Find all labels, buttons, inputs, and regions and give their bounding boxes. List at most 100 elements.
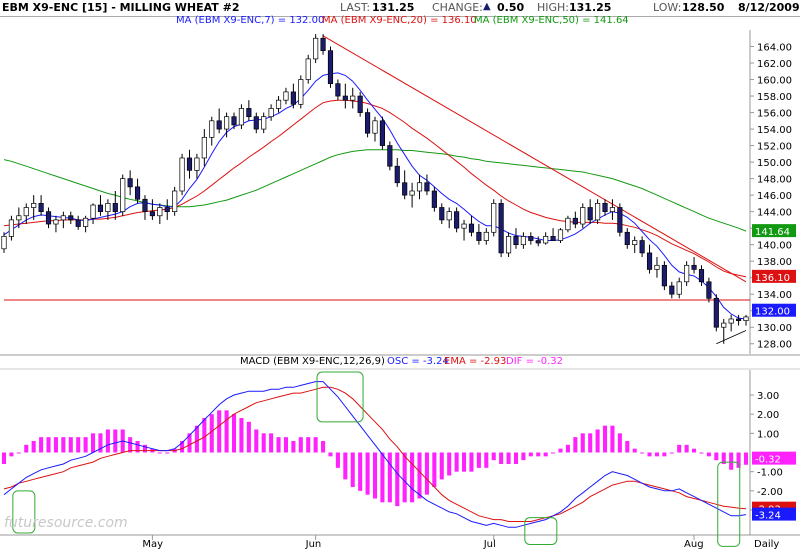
candle-up bbox=[491, 203, 497, 233]
candle-down bbox=[431, 190, 437, 208]
candle-up bbox=[194, 157, 200, 171]
last-value: 131.25 bbox=[372, 1, 415, 14]
histogram-bar bbox=[662, 452, 667, 457]
candle-up bbox=[372, 120, 378, 134]
histogram-bar bbox=[439, 452, 444, 480]
histogram-bar bbox=[625, 441, 630, 453]
price-tag: 132.00 bbox=[755, 307, 790, 318]
x-tick-label: Jun bbox=[305, 539, 322, 550]
histogram-bar bbox=[714, 452, 719, 461]
histogram-bar bbox=[551, 452, 556, 454]
candle-down bbox=[646, 252, 653, 270]
candle-down bbox=[550, 236, 556, 241]
histogram-bar bbox=[595, 429, 600, 453]
histogram-bar bbox=[135, 441, 140, 453]
highlight-box bbox=[717, 461, 741, 547]
histogram-bar bbox=[61, 437, 66, 453]
histogram-bar bbox=[447, 452, 452, 476]
histogram-bar bbox=[180, 441, 185, 453]
histogram-bar bbox=[90, 433, 96, 453]
candle-up bbox=[305, 58, 311, 80]
candle-up bbox=[728, 318, 734, 324]
candle-down bbox=[736, 318, 742, 321]
histogram-bar bbox=[743, 452, 749, 465]
x-tick-label: Jul bbox=[483, 539, 496, 550]
change-label: CHANGE: bbox=[432, 1, 483, 14]
price-tag-bg bbox=[752, 269, 796, 283]
histogram-bar bbox=[558, 448, 563, 453]
candle-up bbox=[238, 108, 245, 126]
candle-down bbox=[439, 207, 445, 221]
candle-up bbox=[60, 215, 66, 221]
change-value: 0.50 bbox=[497, 1, 525, 14]
histogram-bar bbox=[83, 437, 88, 453]
price-tick-label: 138.00 bbox=[757, 257, 792, 268]
candle-up bbox=[261, 116, 267, 130]
histogram-bar bbox=[647, 452, 652, 457]
candle-down bbox=[394, 165, 400, 184]
macd-tag: -0.32 bbox=[755, 455, 781, 466]
histogram-bar bbox=[521, 452, 526, 461]
histogram-bar bbox=[461, 452, 467, 472]
candle-down bbox=[535, 240, 541, 244]
histogram-bar bbox=[68, 437, 73, 453]
candle-up bbox=[416, 182, 423, 192]
histogram-bar bbox=[573, 437, 578, 453]
price-tick-label: 152.00 bbox=[757, 142, 792, 153]
candle-up bbox=[505, 236, 512, 254]
price-tag-bg bbox=[752, 224, 796, 238]
histogram-bar bbox=[528, 452, 533, 457]
histogram-bar bbox=[602, 425, 608, 453]
candle-down bbox=[602, 203, 608, 212]
histogram-bar bbox=[224, 410, 229, 453]
candle-down bbox=[186, 157, 193, 171]
candle-down bbox=[387, 145, 393, 167]
histogram-bar bbox=[640, 452, 645, 454]
histogram-bar bbox=[343, 452, 348, 480]
histogram-bar bbox=[321, 441, 326, 453]
x-tick-label: Aug bbox=[684, 539, 704, 550]
histogram-bar bbox=[469, 452, 474, 472]
histogram-bar bbox=[142, 444, 148, 453]
histogram-bar bbox=[350, 452, 355, 487]
symbol-title: EBM X9-ENC [15] - MILLING WHEAT #2 bbox=[2, 1, 240, 14]
candle-down bbox=[669, 285, 675, 295]
candle-up bbox=[275, 99, 282, 109]
price-tick-label: 140.00 bbox=[757, 241, 792, 252]
candle-up bbox=[654, 264, 660, 270]
candle-up bbox=[565, 217, 571, 231]
histogram-bar bbox=[283, 437, 289, 453]
histogram-bar bbox=[669, 452, 674, 454]
candle-up bbox=[609, 207, 616, 212]
macd-tick-label: -1.00 bbox=[757, 468, 783, 479]
chart-date: 8/12/2009 bbox=[738, 1, 800, 14]
candle-down bbox=[127, 178, 133, 188]
candle-down bbox=[142, 198, 148, 212]
candle-down bbox=[454, 211, 460, 229]
dif-legend: DIF = -0.32 bbox=[506, 356, 564, 367]
candle-up bbox=[743, 316, 749, 321]
candle-up bbox=[120, 178, 126, 212]
histogram-bar bbox=[617, 433, 622, 453]
candle-up bbox=[283, 91, 289, 101]
candle-down bbox=[468, 223, 475, 233]
candle-up bbox=[520, 236, 526, 246]
candle-up bbox=[595, 203, 601, 221]
candle-down bbox=[706, 281, 712, 299]
histogram-bar bbox=[113, 429, 118, 453]
candle-up bbox=[721, 322, 727, 328]
macd-title: MACD (EBM X9-ENC,12,26,9) bbox=[240, 356, 385, 367]
histogram-bar bbox=[692, 448, 697, 453]
high-value: 131.25 bbox=[569, 1, 612, 14]
candle-up bbox=[8, 219, 14, 237]
histogram-bar bbox=[254, 429, 259, 453]
price-tick-label: 144.00 bbox=[757, 208, 792, 219]
histogram-bar bbox=[46, 437, 51, 453]
histogram-bar bbox=[424, 452, 429, 495]
macd-tag-bg bbox=[752, 507, 796, 521]
histogram-bar bbox=[454, 452, 459, 472]
candle-down bbox=[97, 204, 104, 212]
candle-down bbox=[253, 116, 259, 130]
histogram-bar bbox=[209, 414, 214, 453]
price-tag-bg bbox=[752, 303, 796, 317]
